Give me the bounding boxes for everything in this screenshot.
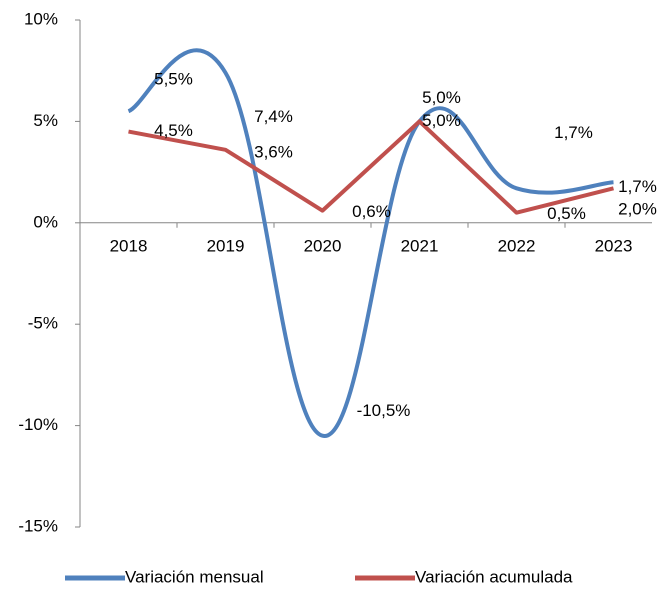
legend-label: Variación mensual bbox=[125, 567, 264, 586]
data-label: 3,6% bbox=[254, 142, 293, 161]
y-tick-label: -5% bbox=[28, 314, 58, 333]
legend-label: Variación acumulada bbox=[415, 567, 573, 586]
x-tick-label: 2019 bbox=[207, 236, 245, 255]
y-tick-label: 0% bbox=[33, 212, 58, 231]
x-tick-label: 2023 bbox=[595, 236, 633, 255]
y-tick-label: -15% bbox=[18, 516, 58, 535]
x-tick-label: 2020 bbox=[304, 236, 342, 255]
y-tick-label: 10% bbox=[24, 9, 58, 28]
data-label: 1,7% bbox=[554, 123, 593, 142]
data-label: 7,4% bbox=[254, 107, 293, 126]
x-tick-label: 2022 bbox=[498, 236, 536, 255]
y-tick-label: 5% bbox=[33, 111, 58, 130]
data-label: -10,5% bbox=[357, 401, 411, 420]
data-label: 5,0% bbox=[422, 88, 461, 107]
data-label: 4,5% bbox=[154, 121, 193, 140]
data-label: 5,5% bbox=[154, 70, 193, 89]
x-tick-label: 2021 bbox=[401, 236, 439, 255]
data-label: 1,7% bbox=[618, 177, 657, 196]
data-label: 0,6% bbox=[352, 202, 391, 221]
y-tick-label: -10% bbox=[18, 415, 58, 434]
data-label: 2,0% bbox=[618, 200, 657, 219]
x-tick-label: 2018 bbox=[110, 236, 148, 255]
data-label: 0,5% bbox=[547, 204, 586, 223]
series-line bbox=[127, 48, 614, 438]
data-label: 5,0% bbox=[422, 111, 461, 130]
series-line bbox=[128, 119, 614, 215]
